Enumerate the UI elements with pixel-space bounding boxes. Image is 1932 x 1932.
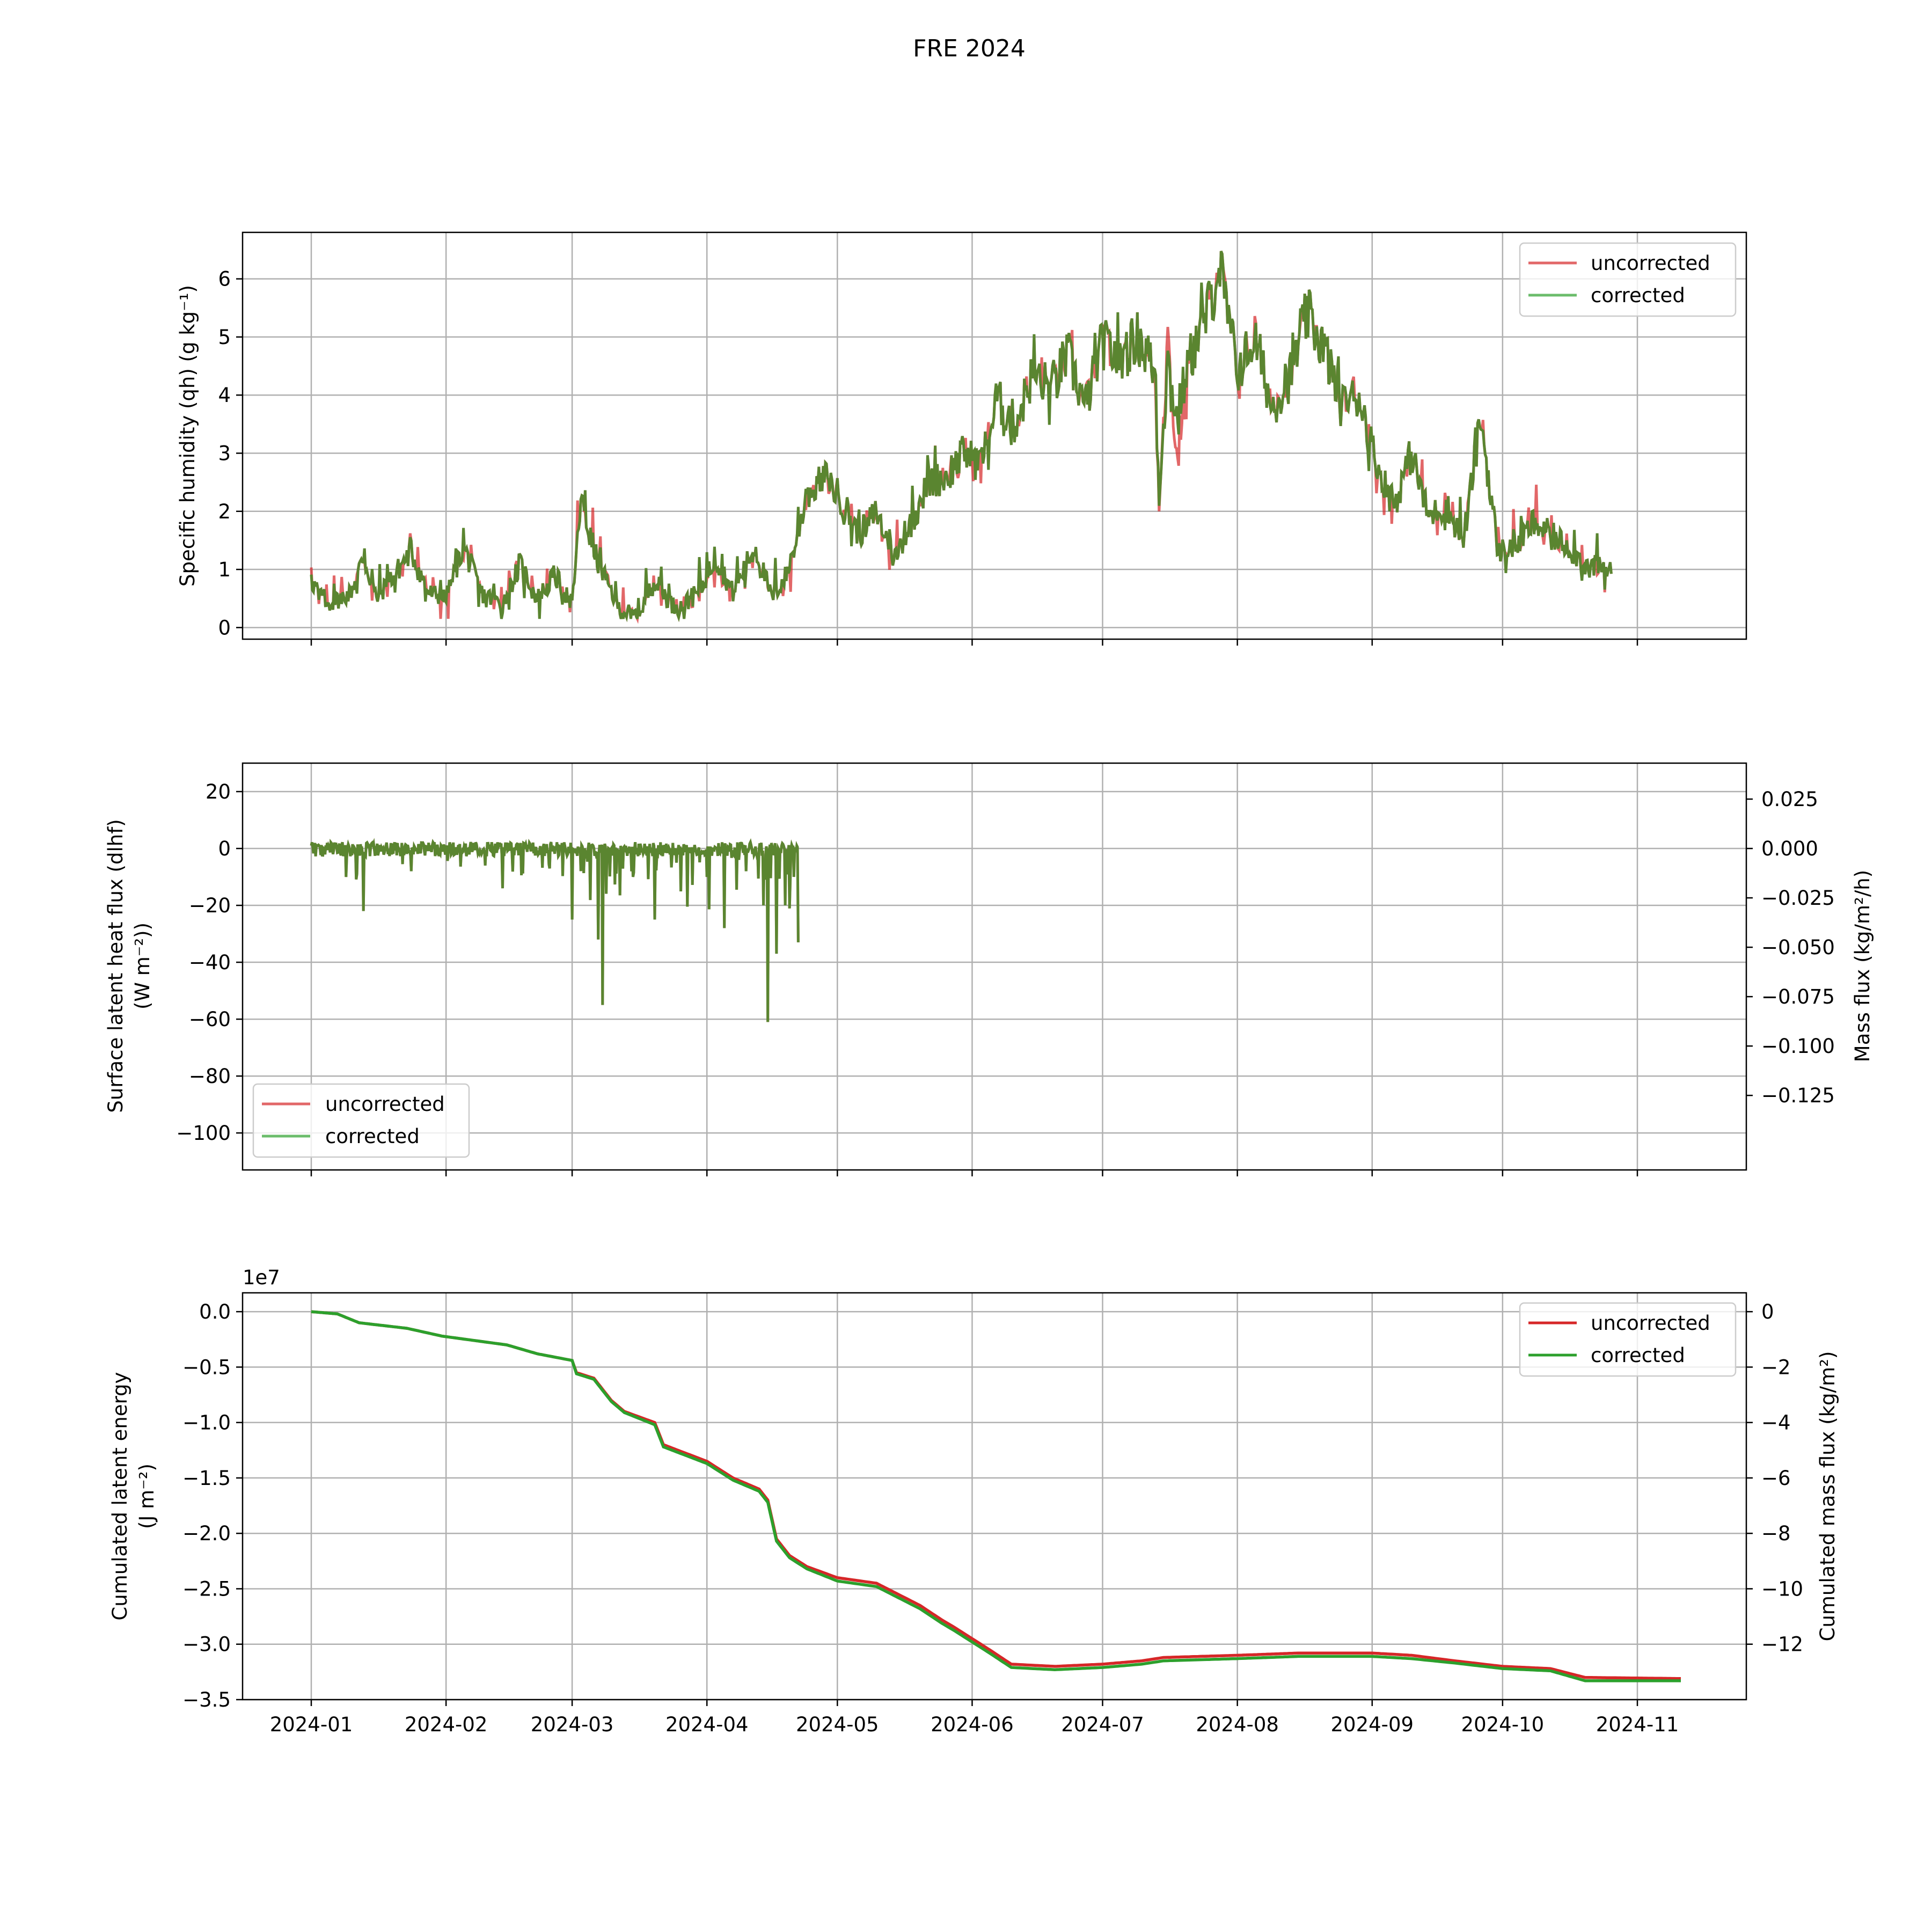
cumulated-energy-y-axis-units: (J m⁻²) [135,1463,158,1529]
humidity-plot-frame [241,231,1747,640]
y-tick-label: 2 [218,500,231,523]
latent-heat-flux-plot-frame [241,762,1747,1171]
x-tick-label: 2024-02 [405,1713,488,1736]
series-corrected-line [310,838,800,1022]
y-tick-label: −3.0 [182,1633,231,1656]
y-tick-label: −60 [189,1008,231,1031]
y-right-tick-label: −0.075 [1761,985,1835,1008]
y-right-tick-label: −0.025 [1761,887,1835,910]
y-right-tick-label: −8 [1761,1522,1791,1545]
y-right-tick-label: −6 [1761,1467,1791,1490]
y-tick-label: −100 [176,1122,231,1145]
x-tick-label: 2024-11 [1596,1713,1679,1736]
y-tick-label: 6 [218,268,231,291]
y-tick-label: 3 [218,442,231,465]
latent-heat-flux-y-axis-label: Surface latent heat flux (dlhf) [104,819,127,1113]
y-tick-label: −1.0 [182,1411,231,1435]
humidity-legend: uncorrected corrected [1519,242,1737,317]
x-tick-label: 2024-05 [796,1713,879,1736]
cumulated-energy-plot-frame [241,1292,1747,1701]
y-tick-label: −40 [189,951,231,974]
y-tick-label: −2.5 [182,1577,231,1600]
y-tick-label: 0 [218,616,231,639]
legend-corrected-label: corrected [325,1125,420,1148]
y-right-tick-label: −10 [1761,1577,1803,1600]
y-tick-label: −0.5 [182,1356,231,1379]
x-tick-label: 2024-08 [1196,1713,1279,1736]
x-tick-label: 2024-07 [1061,1713,1144,1736]
figure-title: FRE 2024 [913,35,1026,62]
y-right-tick-label: −0.125 [1761,1084,1835,1107]
y-tick-label: 0 [218,837,231,860]
y-right-tick-label: 0.000 [1761,837,1818,860]
y-tick-label: 5 [218,326,231,349]
latent-heat-flux-panel: 20 0 −20 −40 −60 −80 −100 0.025 0.000 −0.025 −0.0… [104,762,1874,1176]
y-tick-label: −3.5 [182,1688,231,1711]
y-right-tick-label: 0.025 [1761,788,1818,811]
legend-uncorrected-label: uncorrected [1591,252,1710,275]
cumulated-mass-flux-right-axis-label: Cumulated mass flux (kg/m²) [1816,1351,1839,1642]
legend-corrected-label: corrected [1591,284,1685,307]
series-corrected-line [310,251,1613,623]
legend-uncorrected-label: uncorrected [325,1093,445,1116]
latent-heat-flux-legend: uncorrected corrected [252,1083,470,1158]
y-right-tick-label: −2 [1761,1356,1791,1379]
x-tick-label: 2024-04 [665,1713,749,1736]
y-right-tick-label: −4 [1761,1411,1791,1435]
y-right-tick-label: −12 [1761,1633,1803,1656]
x-tick-label: 2024-09 [1330,1713,1414,1736]
humidity-y-axis-label: Specific humidity (qh) (g kg⁻¹) [176,285,199,587]
legend-corrected-label: corrected [1591,1344,1685,1367]
legend-uncorrected-label: uncorrected [1591,1312,1710,1335]
y-tick-label: 1 [218,558,231,581]
latent-heat-flux-y-axis-units: (W m⁻²)) [131,923,154,1009]
mass-flux-right-axis-label: Mass flux (kg/m²/h) [1851,870,1874,1062]
x-tick-label: 2024-01 [270,1713,353,1736]
y-tick-label: 0.0 [199,1300,231,1323]
y-tick-label: 4 [218,384,231,407]
y-tick-label: −20 [189,894,231,917]
series-corrected-line [311,1310,1681,1682]
x-tick-label: 2024-06 [931,1713,1014,1736]
y-tick-label: −2.0 [182,1522,231,1545]
y-right-tick-label: −0.050 [1761,936,1835,959]
y-tick-label: −1.5 [182,1467,231,1490]
cumulated-energy-legend: uncorrected corrected [1519,1302,1737,1377]
cumulated-energy-y-axis-label: Cumulated latent energy [108,1372,131,1620]
x-tick-label: 2024-10 [1461,1713,1545,1736]
y-tick-label: 20 [206,780,231,803]
cumulated-energy-panel: 0.0 −0.5 −1.0 −1.5 −2.0 −2.5 −3.0 −3.5 0 −2 −4 −6 −… [108,1266,1839,1736]
offset-text: 1e7 [243,1266,280,1289]
y-right-tick-label: −0.100 [1761,1035,1835,1058]
y-right-tick-label: 0 [1761,1300,1774,1323]
x-tick-label: 2024-03 [531,1713,614,1736]
y-tick-label: −80 [189,1065,231,1088]
